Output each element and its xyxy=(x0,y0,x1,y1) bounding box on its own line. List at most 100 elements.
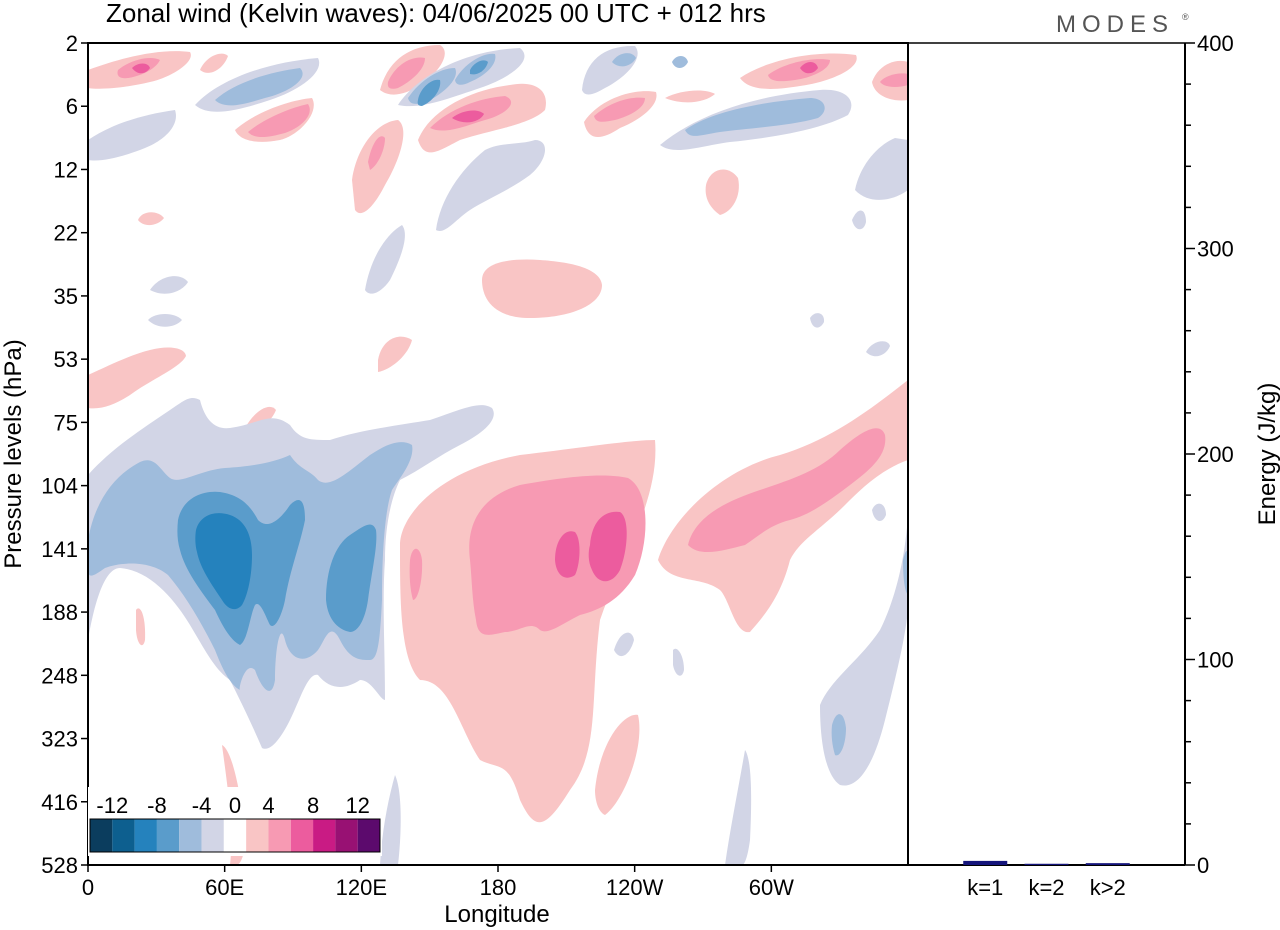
pos-light-strat-4 xyxy=(352,120,404,214)
colorbar-swatch xyxy=(335,819,358,852)
chart-title: Zonal wind (Kelvin waves): 04/06/2025 00… xyxy=(106,0,766,28)
colorbar-swatch xyxy=(313,819,336,852)
x-tick-label: 180 xyxy=(480,875,517,900)
energy-tick-label: 200 xyxy=(1197,442,1234,467)
y-tick-label: 141 xyxy=(41,537,78,562)
brand-registered-mark: ® xyxy=(1182,12,1189,22)
energy-tick-label: 100 xyxy=(1197,648,1234,673)
pos-mid-east-core xyxy=(688,428,886,553)
pos-light-053-left xyxy=(88,347,186,409)
colorbar-frame xyxy=(89,818,381,853)
pos-light-strat-11 xyxy=(665,90,715,103)
neg-mid-east-low xyxy=(831,714,846,756)
colorbar-label: -8 xyxy=(147,793,167,818)
colorbar-label: 0 xyxy=(229,793,241,818)
pos-dark-core-1 xyxy=(555,531,580,578)
neg-light-small-1 xyxy=(614,632,634,657)
colorbar-swatch xyxy=(201,819,224,852)
y-tick-label: 248 xyxy=(41,663,78,688)
colorbar-label: -12 xyxy=(96,793,128,818)
y-tick-label: 528 xyxy=(41,853,78,878)
y-tick-label: 188 xyxy=(41,600,78,625)
y-tick-label: 75 xyxy=(54,410,78,435)
y-tick-label: 323 xyxy=(41,727,78,752)
colorbar-swatch xyxy=(112,819,135,852)
x-tick-label: 60W xyxy=(749,875,794,900)
pos-light-strat-10 xyxy=(200,53,228,73)
pos-mid-strat-1 xyxy=(248,104,310,138)
neg-mid-strat-5 xyxy=(612,53,636,67)
neg-light-strat-8 xyxy=(855,138,908,200)
brand-logo: MODES xyxy=(1056,11,1174,38)
y-axis-label: Pressure levels (hPa) xyxy=(0,339,27,568)
x-tick-label: 60E xyxy=(205,875,244,900)
x-tick-label: 120W xyxy=(606,875,664,900)
pos-mid-strat-8 xyxy=(880,73,908,87)
neg-mid-strat-1 xyxy=(215,68,303,106)
energy-bar xyxy=(1085,863,1130,865)
pos-light-strat-9 xyxy=(705,169,739,215)
colorbar-label: -4 xyxy=(192,793,212,818)
y-tick-label: 2 xyxy=(66,31,78,56)
colorbar-swatch xyxy=(90,819,113,852)
colorbar-label: 4 xyxy=(262,793,274,818)
pos-dark-strat-1 xyxy=(452,110,484,123)
pos-mid-strat-5 xyxy=(594,97,645,122)
energy-axis-label: Energy (J/kg) xyxy=(1254,383,1280,526)
y-tick-label: 12 xyxy=(54,157,78,182)
y-tick-label: 416 xyxy=(41,790,78,815)
y-tick-label: 104 xyxy=(41,474,78,499)
colorbar-swatch xyxy=(357,819,380,852)
pos-dark-strat-2 xyxy=(800,62,818,74)
neg-light-small-2 xyxy=(673,648,684,676)
colorbar: -12 -8 -4 0 4 8 12 xyxy=(88,787,382,856)
colorbar-label: 12 xyxy=(345,793,369,818)
energy-category-label: k>2 xyxy=(1090,875,1126,900)
pos-light-small-20 xyxy=(138,212,164,226)
neg-mid-strat-4 xyxy=(685,98,825,136)
energy-category-label: k=1 xyxy=(967,875,1003,900)
neg-dark-strat-1 xyxy=(417,79,441,106)
colorbar-label: 8 xyxy=(307,793,319,818)
energy-tick-label: 300 xyxy=(1197,237,1234,262)
neg-mid-east-edge xyxy=(903,551,908,595)
energy-tick-label: 400 xyxy=(1197,31,1234,56)
neg-light-22-right xyxy=(852,210,866,230)
colorbar-swatch xyxy=(268,819,291,852)
pos-dark-strat-3 xyxy=(132,63,150,74)
neg-light-035-left xyxy=(150,276,188,294)
y-tick-label: 6 xyxy=(66,94,78,119)
neg-light-035-left2 xyxy=(148,314,182,327)
neg-light-bottom-left xyxy=(380,775,401,865)
colorbar-swatch xyxy=(290,819,314,852)
x-tick-label: 0 xyxy=(82,875,94,900)
colorbar-swatch xyxy=(156,819,180,852)
pos-dark-core-2 xyxy=(588,511,627,582)
colorbar-swatch xyxy=(223,819,247,852)
colorbar-swatch xyxy=(246,819,269,852)
x-tick-label: 120E xyxy=(336,875,387,900)
neg-light-strat-4 xyxy=(436,140,546,231)
pos-mid-152-thin xyxy=(409,548,423,600)
y-tick-label: 53 xyxy=(54,347,78,372)
pos-light-small-188 xyxy=(136,608,146,646)
x-axis-ticks: 0 60E 120E 180 120W 60W xyxy=(82,865,794,900)
energy-axis-ticks: 0 100 200 300 400 xyxy=(1185,31,1234,878)
y-axis-ticks: 2 6 12 22 35 53 75 104 141 188 248 323 416 528 xyxy=(41,31,88,878)
neg-light-strat-1 xyxy=(88,110,176,161)
energy-category-label: k=2 xyxy=(1028,875,1064,900)
neg-light-strat-5 xyxy=(365,225,405,294)
neg-dark-strat-2 xyxy=(470,60,488,75)
colorbar-swatch xyxy=(179,819,202,852)
pos-light-035-blob xyxy=(482,259,602,318)
energy-bars: k=1 k=2 k>2 xyxy=(963,860,1130,900)
energy-tick-label: 0 xyxy=(1197,853,1209,878)
neg-light-bottom-streak xyxy=(725,750,752,865)
pos-mid-strat-4 xyxy=(368,136,385,170)
energy-bar xyxy=(963,860,1008,865)
colorbar-swatch xyxy=(134,819,157,852)
neg-light-035-right xyxy=(810,313,825,328)
neg-deep-core xyxy=(195,513,252,610)
pos-light-lower-right xyxy=(595,714,640,815)
